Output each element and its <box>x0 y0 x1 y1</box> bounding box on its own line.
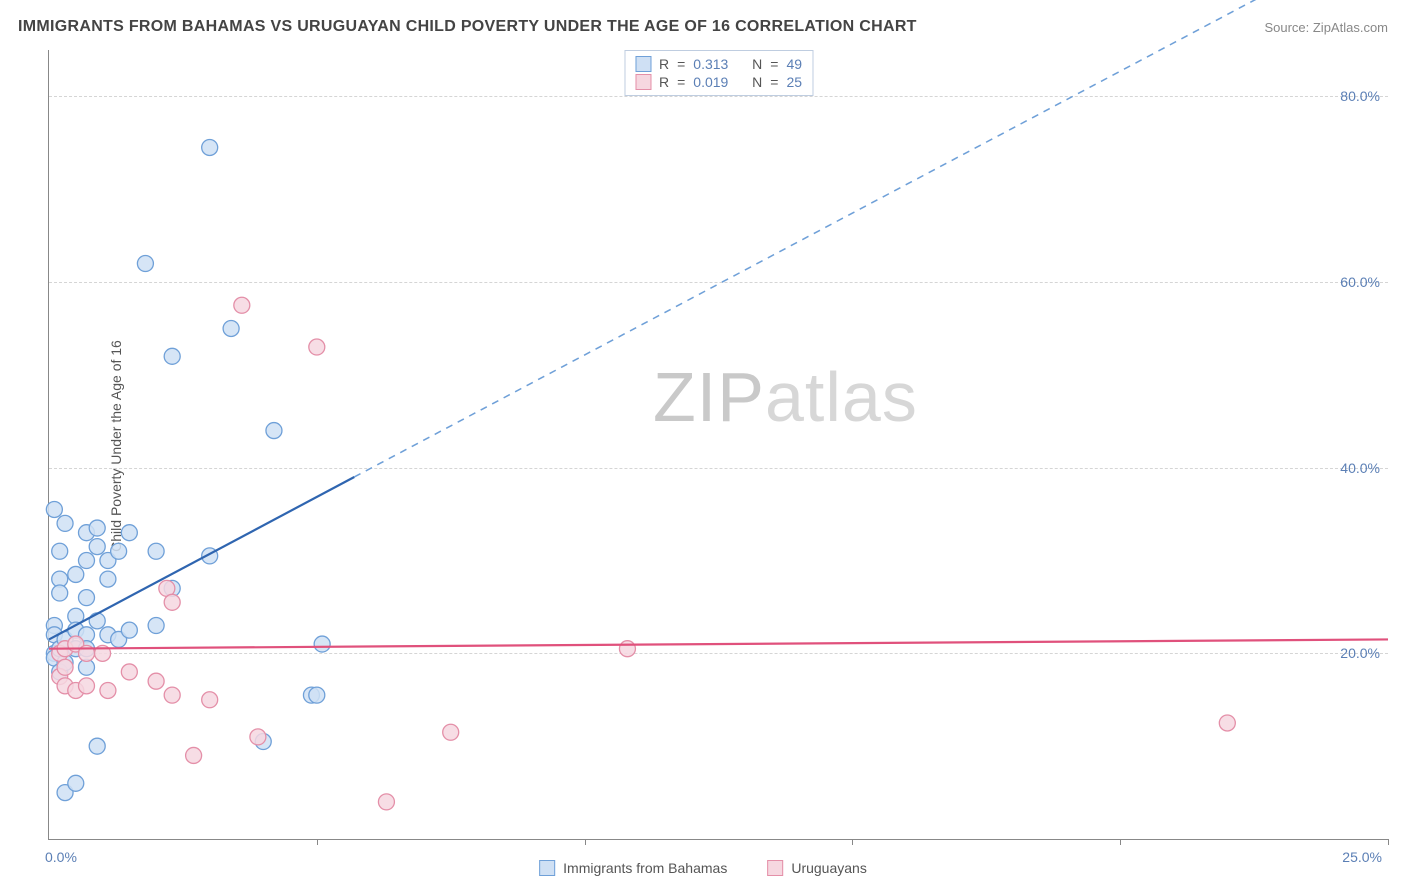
stat-N-label: N <box>752 56 762 72</box>
data-point-bahamas <box>121 525 137 541</box>
stat-N-bahamas: 49 <box>786 56 802 72</box>
data-point-bahamas <box>46 501 62 517</box>
legend-item-uruguayans: Uruguayans <box>767 860 867 876</box>
stat-R-uruguayans: 0.019 <box>693 74 728 90</box>
data-point-bahamas <box>164 348 180 364</box>
swatch-uruguayans <box>767 860 783 876</box>
data-point-bahamas <box>148 618 164 634</box>
data-point-bahamas <box>314 636 330 652</box>
data-point-bahamas <box>68 566 84 582</box>
stat-row-bahamas: R = 0.313 N = 49 <box>635 55 802 73</box>
data-point-bahamas <box>111 543 127 559</box>
stat-N-uruguayans: 25 <box>786 74 802 90</box>
data-point-bahamas <box>52 543 68 559</box>
xtick-mark <box>1120 839 1121 845</box>
xtick-mark <box>585 839 586 845</box>
stat-R-bahamas: 0.313 <box>693 56 728 72</box>
stat-legend: R = 0.313 N = 49 R = 0.019 N = 25 <box>624 50 813 96</box>
data-point-uruguayans <box>619 641 635 657</box>
legend-label-uruguayans: Uruguayans <box>791 860 867 876</box>
x-origin-label: 0.0% <box>45 849 77 865</box>
data-point-uruguayans <box>57 659 73 675</box>
data-point-uruguayans <box>309 339 325 355</box>
plot-area: ZIPatlas 20.0%40.0%60.0%80.0% R = 0.313 … <box>48 50 1388 840</box>
data-point-bahamas <box>121 622 137 638</box>
legend-item-bahamas: Immigrants from Bahamas <box>539 860 727 876</box>
chart-title: IMMIGRANTS FROM BAHAMAS VS URUGUAYAN CHI… <box>18 18 917 36</box>
data-point-bahamas <box>57 515 73 531</box>
data-point-bahamas <box>89 738 105 754</box>
data-point-uruguayans <box>164 687 180 703</box>
series-legend: Immigrants from Bahamas Uruguayans <box>539 860 867 876</box>
data-point-bahamas <box>266 423 282 439</box>
x-max-label: 25.0% <box>1342 849 1382 865</box>
data-point-uruguayans <box>121 664 137 680</box>
equals-icon: = <box>770 74 778 90</box>
data-point-uruguayans <box>186 747 202 763</box>
data-point-uruguayans <box>148 673 164 689</box>
equals-icon: = <box>677 56 685 72</box>
data-point-bahamas <box>137 255 153 271</box>
data-point-bahamas <box>89 613 105 629</box>
data-point-bahamas <box>223 320 239 336</box>
data-point-bahamas <box>78 553 94 569</box>
stat-R-label: R <box>659 56 669 72</box>
stat-row-uruguayans: R = 0.019 N = 25 <box>635 73 802 91</box>
data-point-uruguayans <box>100 682 116 698</box>
swatch-bahamas <box>539 860 555 876</box>
legend-label-bahamas: Immigrants from Bahamas <box>563 860 727 876</box>
stat-R-label: R <box>659 74 669 90</box>
swatch-uruguayans <box>635 74 651 90</box>
data-point-uruguayans <box>250 729 266 745</box>
data-point-uruguayans <box>1219 715 1235 731</box>
data-point-bahamas <box>68 775 84 791</box>
data-point-bahamas <box>52 585 68 601</box>
data-point-uruguayans <box>443 724 459 740</box>
xtick-mark <box>1388 839 1389 845</box>
equals-icon: = <box>677 74 685 90</box>
data-point-uruguayans <box>78 678 94 694</box>
data-point-bahamas <box>78 590 94 606</box>
data-point-uruguayans <box>234 297 250 313</box>
data-point-bahamas <box>309 687 325 703</box>
equals-icon: = <box>770 56 778 72</box>
data-point-bahamas <box>89 539 105 555</box>
trendline-uruguayans <box>49 639 1388 648</box>
trendline-dashed-bahamas <box>354 0 1388 477</box>
source-label: Source: ZipAtlas.com <box>1264 20 1388 35</box>
data-point-bahamas <box>100 571 116 587</box>
swatch-bahamas <box>635 56 651 72</box>
data-point-bahamas <box>202 139 218 155</box>
xtick-mark <box>317 839 318 845</box>
xtick-mark <box>852 839 853 845</box>
data-point-bahamas <box>89 520 105 536</box>
data-point-uruguayans <box>202 692 218 708</box>
data-point-uruguayans <box>378 794 394 810</box>
data-point-bahamas <box>148 543 164 559</box>
stat-N-label: N <box>752 74 762 90</box>
scatter-svg <box>49 50 1388 839</box>
data-point-uruguayans <box>164 594 180 610</box>
